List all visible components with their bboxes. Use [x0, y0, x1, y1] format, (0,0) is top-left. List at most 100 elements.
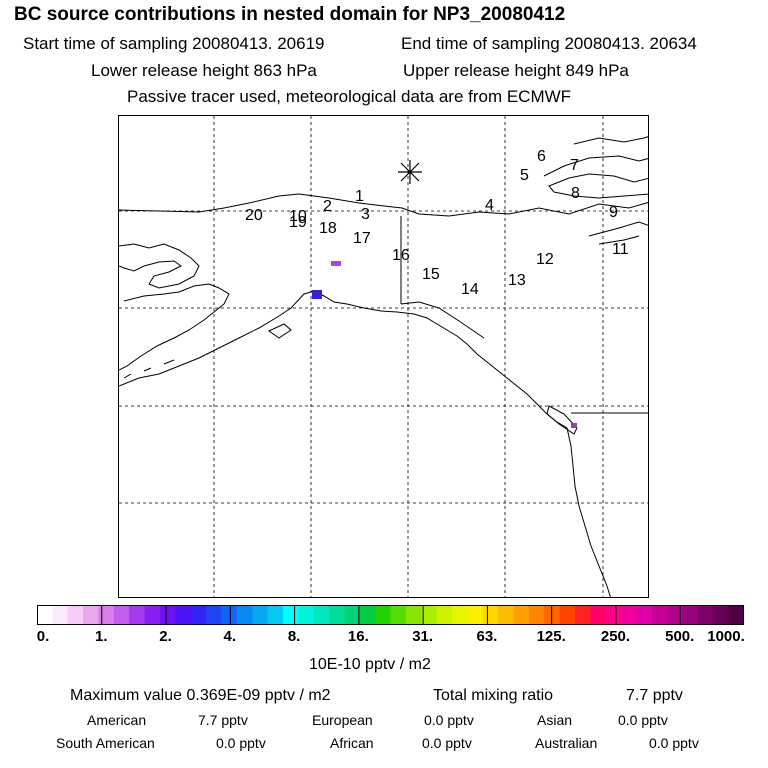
colorbar-swatch	[651, 605, 668, 625]
colorbar-swatch	[98, 605, 115, 625]
arctic-island-3	[573, 136, 648, 145]
end-time-text: End time of sampling 20080413. 20634	[401, 34, 697, 53]
colorbar-tick-label: 500.	[665, 628, 695, 645]
map-title: BC source contributions in nested domain…	[14, 4, 566, 25]
map-panel: 1 2 3 4 5 6 7 8 9 10 11 12 13 14 15 16 17 18 19 20	[118, 115, 649, 598]
aleutian-islands	[123, 359, 175, 379]
track-label-11: 11	[612, 241, 629, 258]
colorbar-swatch	[83, 605, 99, 625]
bristol-bay-coast	[119, 283, 230, 371]
track-label-3: 3	[361, 206, 370, 223]
colorbar-border	[37, 605, 744, 625]
colorbar-tick-label: 8.	[287, 628, 301, 645]
colorbar-swatch	[605, 605, 622, 625]
colorbar-swatch	[159, 605, 176, 625]
track-label-17: 17	[353, 230, 371, 247]
colorbar-swatch	[667, 605, 684, 625]
colorbar-swatch	[467, 605, 484, 625]
track-label-19: 19	[289, 214, 307, 231]
track-label-13: 13	[508, 272, 526, 289]
colorbar-tick-label: 16.	[347, 628, 369, 645]
colorbar-swatch	[482, 605, 499, 625]
colorbar-swatch	[421, 605, 438, 625]
south-american-value: 0.0 pptv	[216, 735, 266, 751]
track-label-5: 5	[520, 167, 529, 184]
colorbar-swatch	[405, 605, 422, 625]
asian-label: Asian	[537, 712, 573, 728]
colorbar-swatch	[359, 605, 376, 625]
colorbar-tick-label: 63.	[476, 628, 498, 645]
colorbar-swatch	[636, 605, 653, 625]
european-label: European	[312, 712, 373, 728]
australian-label: Australian	[535, 735, 598, 751]
colorbar-tick-label: 1000.	[707, 628, 745, 645]
track-label-20: 20	[245, 207, 263, 224]
track-label-2: 2	[323, 198, 332, 215]
colorbar-swatch	[436, 605, 453, 625]
max-value-text: Maximum value 0.369E-09 pptv / m2	[70, 687, 331, 704]
arctic-island-2	[548, 173, 648, 199]
source-pixel-interior	[331, 261, 341, 266]
track-label-12: 12	[536, 251, 554, 268]
coastlines	[119, 136, 648, 597]
colorbar-swatch	[697, 605, 714, 625]
colorbar-swatch	[252, 605, 269, 625]
start-time-text: Start time of sampling 20080413. 20619	[23, 34, 325, 53]
colorbar	[37, 605, 744, 625]
source-pixel-oregon	[571, 423, 577, 428]
australian-value: 0.0 pptv	[649, 735, 699, 751]
total-mixing-label: Total mixing ratio	[433, 687, 554, 704]
track-label-18: 18	[319, 220, 337, 237]
colorbar-swatch	[682, 605, 699, 625]
south-american-label: South American	[56, 735, 155, 751]
colorbar-swatch	[144, 605, 161, 625]
colorbar-swatch	[390, 605, 407, 625]
colorbar-swatch	[528, 605, 545, 625]
colorbar-tick-label: 125.	[536, 628, 566, 645]
track-label-10: 10	[289, 208, 307, 225]
alaska-peninsula	[119, 293, 305, 387]
graticule	[119, 116, 648, 597]
track-label-6: 6	[537, 148, 546, 165]
colorbar-swatch	[37, 605, 53, 625]
colorbar-swatch	[52, 605, 69, 625]
colorbar-swatch	[498, 605, 514, 625]
track-label-1: 1	[355, 188, 364, 205]
colorbar-swatch	[451, 605, 468, 625]
colorbar-tick-label: 2.	[159, 628, 172, 645]
asterisk-marker	[398, 160, 422, 184]
colorbar-tick-label: 0.	[36, 628, 50, 645]
colorbar-tick-label: 4.	[223, 628, 237, 645]
asian-value: 0.0 pptv	[618, 712, 668, 728]
upper-release-text: Upper release height 849 hPa	[403, 61, 629, 80]
track-label-14: 14	[461, 281, 479, 298]
colorbar-swatch	[67, 605, 84, 625]
colorbar-swatch	[713, 605, 730, 625]
arctic-island-5	[598, 235, 640, 245]
western-alaska-coast	[119, 243, 200, 289]
track-label-8: 8	[571, 185, 580, 202]
colorbar-swatch	[282, 605, 299, 625]
american-value: 7.7 pptv	[198, 712, 248, 728]
american-label: American	[87, 712, 147, 728]
source-pixel-alaska	[312, 290, 322, 299]
colorbar-swatch	[267, 605, 284, 625]
colorbar-swatch	[574, 605, 591, 625]
african-value: 0.0 pptv	[422, 735, 472, 751]
colorbar-swatch	[329, 605, 345, 625]
colorbar-swatch	[113, 605, 130, 625]
colorbar-swatch	[221, 605, 238, 625]
colorbar-swatch	[313, 605, 330, 625]
colorbar-swatch	[175, 605, 192, 625]
colorbar-swatch	[728, 605, 744, 625]
colorbar-swatch	[206, 605, 222, 625]
arctic-island-1	[543, 155, 648, 177]
track-label-4: 4	[485, 197, 494, 214]
arctic-island-4	[588, 221, 648, 237]
kodiak-island	[268, 323, 292, 339]
colorbar-swatch	[590, 605, 607, 625]
colorbar-swatch	[513, 605, 530, 625]
track-label-16: 16	[392, 247, 410, 264]
